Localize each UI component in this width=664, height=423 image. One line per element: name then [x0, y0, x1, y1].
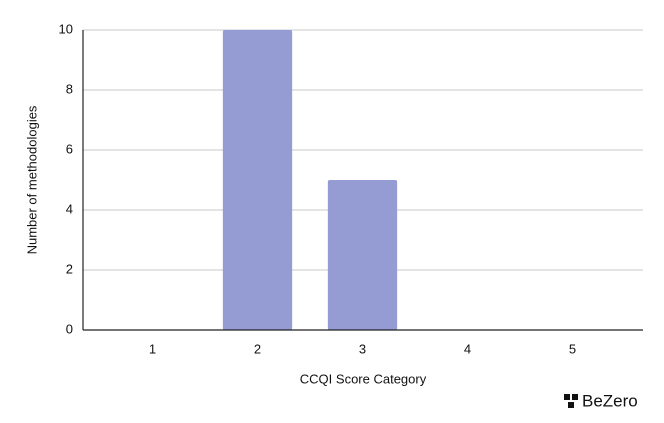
- y-axis-label: Number of methodologies: [24, 105, 39, 254]
- logo-icon: [564, 394, 570, 400]
- y-tick-label: 2: [66, 261, 73, 276]
- logo-icon: [568, 402, 574, 408]
- x-tick-label: 1: [149, 341, 156, 356]
- y-tick-label: 4: [66, 201, 73, 216]
- y-tick-label: 10: [59, 21, 73, 36]
- y-tick-label: 8: [66, 81, 73, 96]
- x-tick-label: 5: [569, 341, 576, 356]
- logo-icon: [572, 394, 578, 400]
- y-tick-label: 6: [66, 141, 73, 156]
- x-axis-label: CCQI Score Category: [300, 371, 427, 386]
- logo: BeZero: [564, 391, 638, 410]
- x-tick-label: 4: [464, 341, 471, 356]
- x-tick-label: 3: [359, 341, 366, 356]
- bar: [222, 30, 293, 330]
- bar: [327, 180, 398, 330]
- x-tick-label: 2: [254, 341, 261, 356]
- y-tick-label: 0: [66, 321, 73, 336]
- logo-text: BeZero: [582, 391, 638, 410]
